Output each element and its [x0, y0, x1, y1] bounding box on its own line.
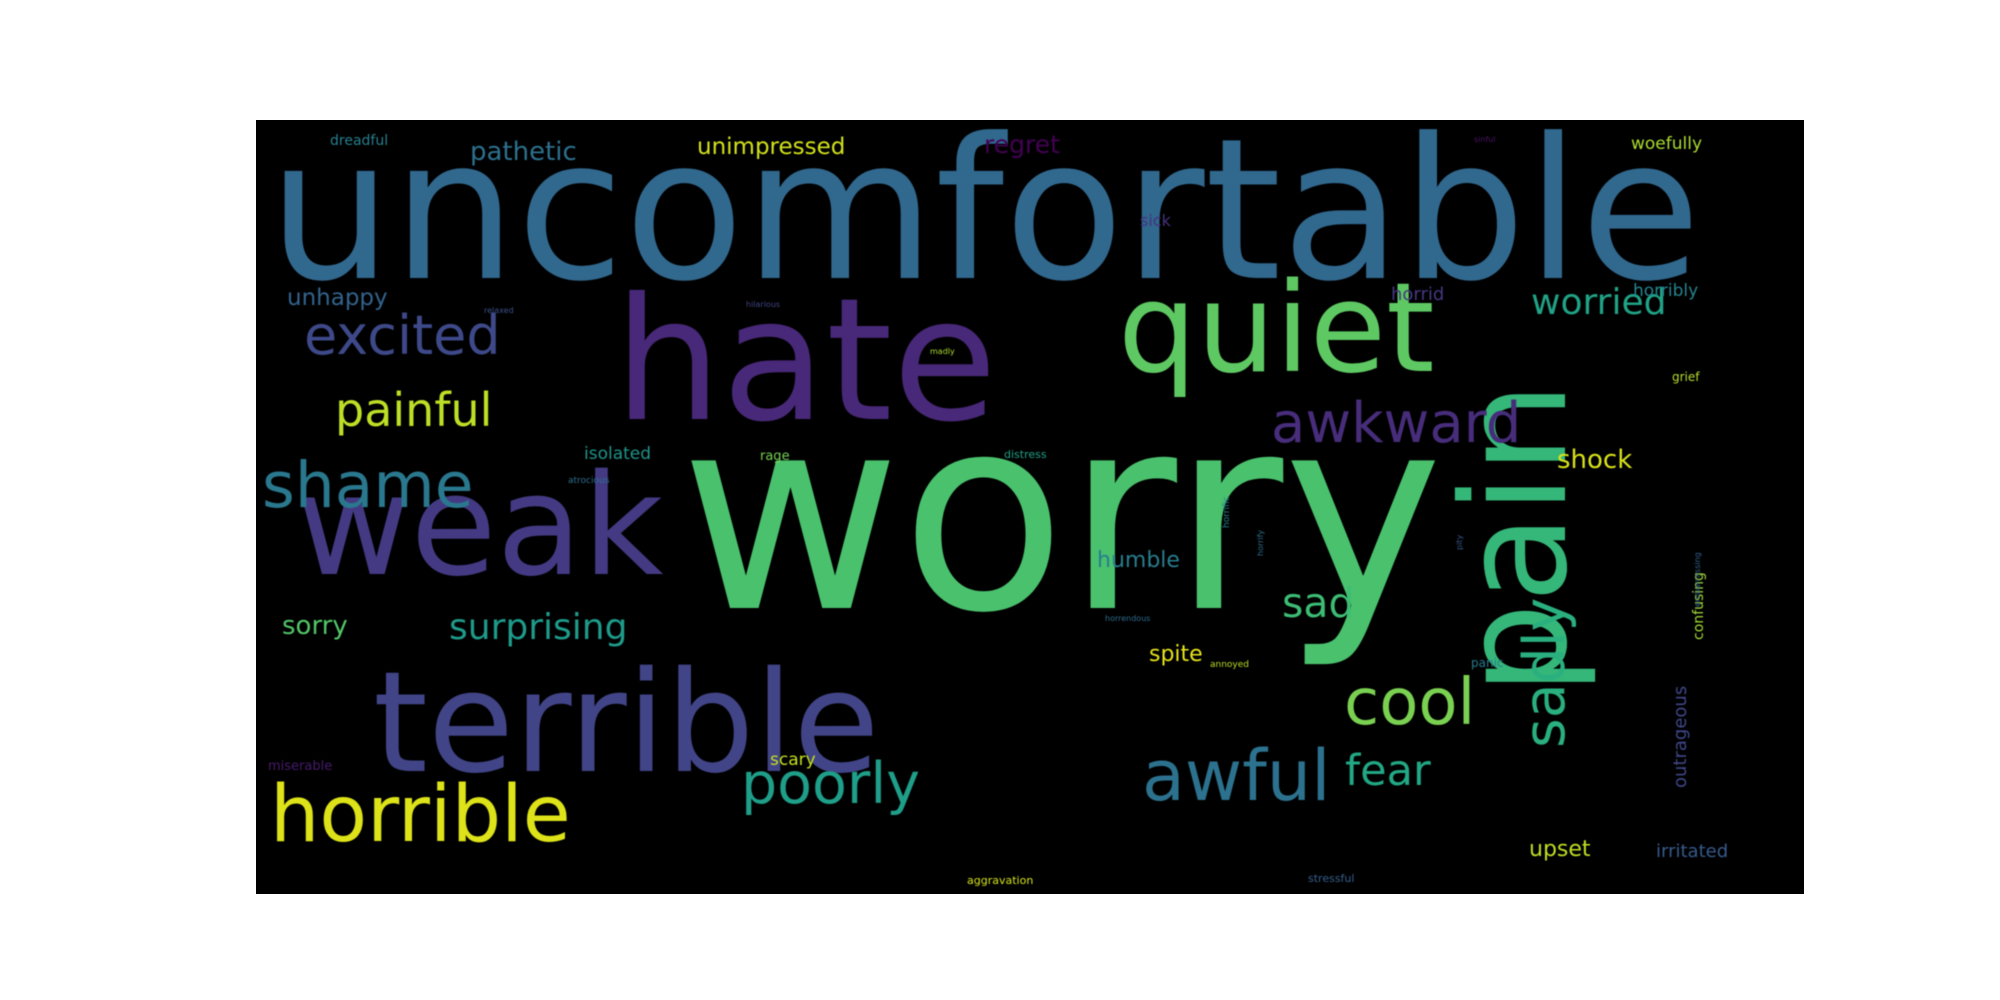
- word-grief: grief: [1672, 370, 1700, 384]
- word-horrible: horrible: [270, 770, 571, 860]
- word-atrocious: atrocious: [568, 476, 610, 486]
- word-stressful: stressful: [1308, 872, 1354, 885]
- word-annoyed: annoyed: [1210, 660, 1249, 670]
- word-unhappy: unhappy: [287, 285, 388, 311]
- word-miserable: miserable: [268, 759, 332, 774]
- word-excited: excited: [304, 304, 501, 367]
- word-embarrassing: embarrassing: [1693, 552, 1702, 607]
- word-painful: painful: [335, 383, 492, 437]
- word-madly: madly: [930, 347, 955, 356]
- word-unimpressed: unimpressed: [697, 134, 845, 160]
- word-sadly: sadly: [1512, 598, 1578, 748]
- word-weak: weak: [296, 445, 664, 608]
- word-isolated: isolated: [584, 444, 651, 464]
- word-upset: upset: [1529, 837, 1591, 862]
- word-awkward: awkward: [1271, 391, 1521, 456]
- word-regret: regret: [984, 130, 1060, 159]
- word-pity: pity: [1455, 535, 1464, 550]
- word-confusing: confusing: [1691, 572, 1707, 640]
- word-sorry: sorry: [282, 611, 348, 641]
- word-humble: humble: [1097, 548, 1180, 573]
- word-awful: awful: [1142, 735, 1331, 817]
- word-shame: shame: [262, 449, 474, 522]
- word-scary: scary: [770, 750, 816, 770]
- word-poorly: poorly: [741, 751, 920, 817]
- word-hilarious: hilarious: [746, 300, 780, 309]
- word-hate: hate: [614, 262, 997, 460]
- word-rage: rage: [760, 449, 790, 464]
- word-irritated: irritated: [1656, 841, 1728, 862]
- word-horribly: horribly: [1633, 281, 1698, 301]
- word-relaxed: relaxed: [484, 306, 514, 315]
- word-surprising: surprising: [449, 607, 627, 648]
- word-pathetic: pathetic: [470, 137, 577, 167]
- word-fear: fear: [1345, 746, 1431, 796]
- word-outrageous: outrageous: [1670, 686, 1691, 788]
- word-dreadful: dreadful: [330, 133, 388, 149]
- word-spite: spite: [1149, 642, 1203, 667]
- word-shock: shock: [1557, 445, 1632, 475]
- word-worry: worry: [680, 357, 1443, 672]
- word-sick: sick: [1140, 211, 1172, 230]
- word-distress: distress: [1004, 448, 1047, 461]
- word-cool: cool: [1344, 666, 1475, 740]
- word-horrendous: horrendous: [1105, 614, 1150, 623]
- word-horrify: horrify: [1256, 530, 1265, 556]
- word-worried: worried: [1531, 282, 1666, 323]
- word-woefully: woefully: [1631, 134, 1702, 154]
- word-panic: panic: [1471, 656, 1504, 670]
- word-sad: sad: [1282, 579, 1355, 627]
- word-cloud-panel: uncomfortable worry hate quiet terrible weak p…: [256, 120, 1804, 894]
- word-aggravation: aggravation: [967, 874, 1033, 887]
- word-horrid: horrid: [1391, 284, 1444, 305]
- word-horrific: horrific: [1222, 496, 1232, 528]
- word-pain: pain: [1431, 382, 1600, 695]
- word-sinful: sinful: [1474, 135, 1496, 144]
- word-uncomfortable: uncomfortable: [268, 120, 1701, 325]
- word-terrible: terrible: [373, 642, 879, 805]
- word-quiet: quiet: [1118, 257, 1435, 401]
